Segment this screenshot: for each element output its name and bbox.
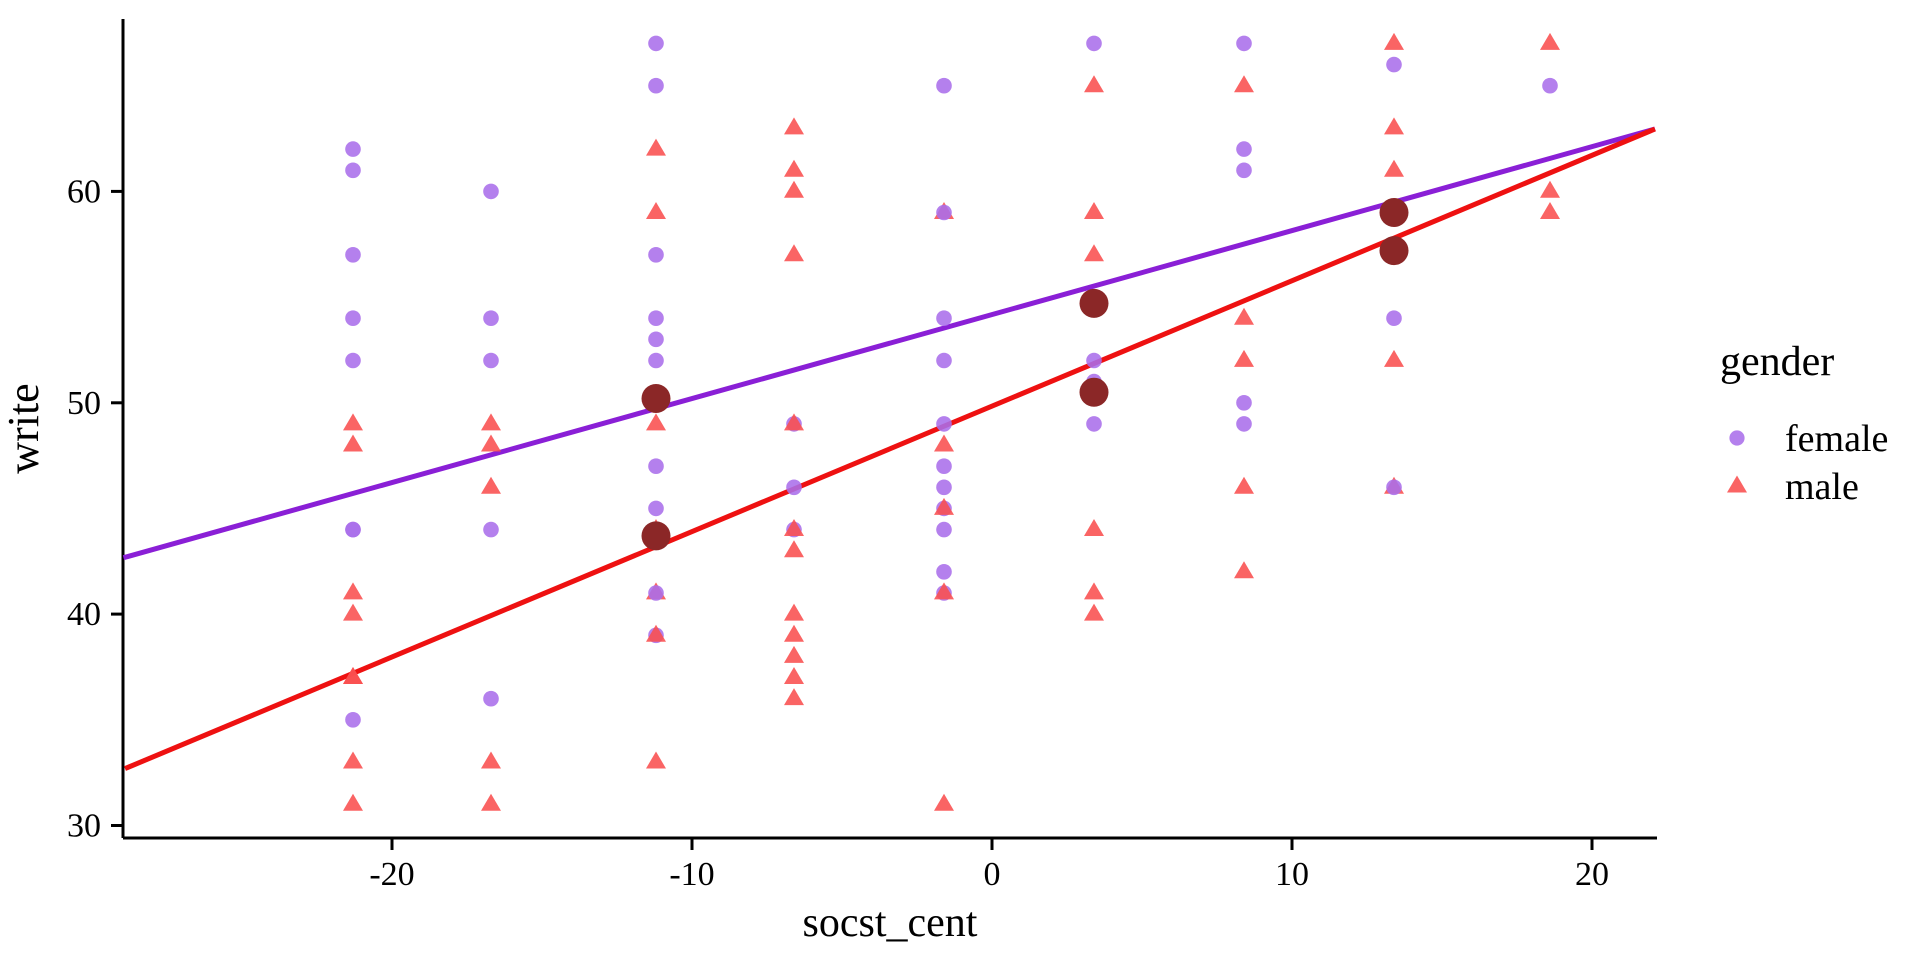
- svg-text:20: 20: [1575, 856, 1609, 893]
- svg-text:60: 60: [67, 173, 101, 210]
- svg-text:50: 50: [67, 385, 101, 422]
- svg-text:-20: -20: [369, 856, 414, 893]
- svg-text:socst_cent: socst_cent: [803, 900, 978, 946]
- svg-text:gender: gender: [1720, 339, 1834, 385]
- svg-text:0: 0: [984, 856, 1001, 893]
- svg-text:10: 10: [1275, 856, 1309, 893]
- svg-text:30: 30: [67, 808, 101, 845]
- svg-text:40: 40: [67, 596, 101, 633]
- svg-text:male: male: [1785, 466, 1859, 508]
- svg-text:write: write: [0, 383, 48, 473]
- svg-text:female: female: [1785, 418, 1888, 460]
- svg-text:-10: -10: [669, 856, 714, 893]
